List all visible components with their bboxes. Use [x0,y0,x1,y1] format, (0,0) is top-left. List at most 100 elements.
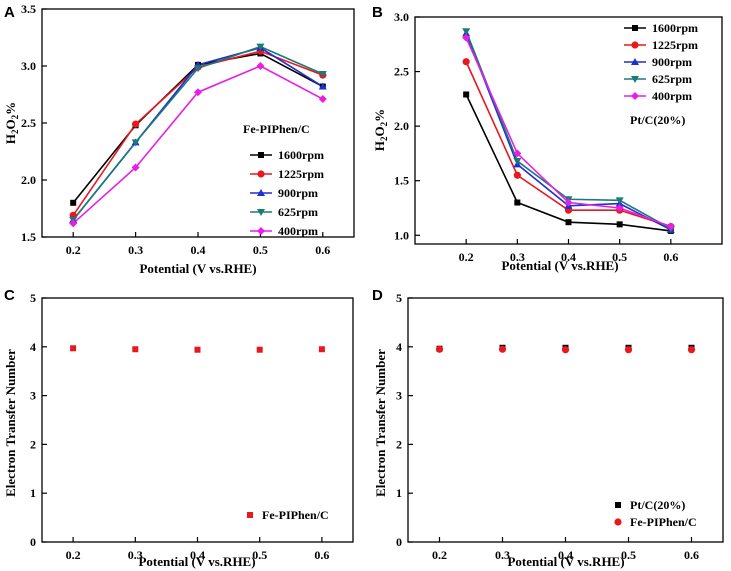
y-axis-title-c: Electron Transfer Number [3,349,18,497]
y-tick-label: 2.0 [394,119,409,133]
legend-label: Fe-PIPhen/C [262,508,329,522]
data-point-fe-piphen-c [624,346,633,354]
y-tick-label: 2 [396,437,402,451]
y-tick-label: 1.5 [394,174,409,188]
data-point-400rpm [194,88,202,97]
legend-item-1225rpm: 1225rpm [624,38,698,52]
data-point-625rpm [256,43,265,51]
legend-d: Pt/C(20%) Fe-PIPhen/C [614,498,697,529]
legend-item-fe-piphen-c: Fe-PIPhen/C [247,508,329,522]
x-axis-title-b: Potential (V vs.RHE) [501,258,618,273]
legend-swatch-marker [615,502,621,508]
legend-swatch-marker [631,92,639,100]
data-point-1600rpm [565,219,572,226]
legend-item-1225rpm: 1225rpm [250,167,324,181]
x-tick-label: 0.5 [612,250,627,264]
y-tick-label: 2.5 [21,116,36,130]
data-point-fe-piphen-c [256,346,263,353]
data-point-fe-piphen-c [194,346,201,353]
legend-c: Fe-PIPhen/C [247,508,329,522]
legend-item-fe-piphen-c: Fe-PIPhen/C [614,515,697,529]
legend-item-400rpm: 400rpm [250,224,318,238]
data-point-1225rpm [513,171,521,179]
panel-letter-c: C [4,287,15,304]
series-markers-b [462,28,675,234]
x-axis-title-c: Potential (V vs.RHE) [138,554,255,569]
x-tick-label: 0.3 [128,548,143,562]
legend-item-900rpm: 900rpm [624,55,692,69]
data-point-fe-piphen-c [70,345,77,352]
legend-label: 900rpm [652,55,692,69]
annotation-a: Fe-PIPhen/C [243,122,310,136]
legend-label: 900rpm [278,186,318,200]
legend-b: 1600rpm 1225rpm 900rpm 625rpm 400rpm [624,21,698,103]
data-point-1225rpm [132,120,140,128]
x-tick-label: 0.3 [495,548,510,562]
data-point-400rpm [69,219,78,228]
axis-ticks-b: 0.2 0.3 0.4 0.5 0.6 1.0 1.5 2.0 2.5 3.0 [394,10,678,264]
legend-label: Fe-PIPhen/C [630,515,697,529]
panel-letter-b: B [372,4,383,21]
annotation-b: Pt/C(20%) [630,113,685,127]
data-point-400rpm [131,163,140,172]
x-tick-label: 0.3 [128,243,143,257]
data-point-625rpm [615,197,624,205]
legend-label: 625rpm [278,205,318,219]
data-point-900rpm [318,82,327,90]
x-tick-label: 0.6 [684,548,699,562]
x-tick-label: 0.2 [459,250,474,264]
panel-d: D 0.2 0.3 0.4 0.5 0.6 0 1 2 3 4 5 Potential (V vs.… [372,287,724,569]
panel-a: A 0.2 0.3 0.4 0.5 0.6 1.5 2.0 2.5 3.0 3.5 Potenti… [3,2,355,276]
data-point-400rpm [666,222,675,231]
data-point-400rpm [318,95,327,104]
x-tick-label: 0.6 [315,243,330,257]
y-tick-label: 4 [30,340,36,354]
x-axis-title-d: Potential (V vs.RHE) [507,554,624,569]
series-markers-d [435,344,696,354]
x-tick-label: 0.2 [432,548,447,562]
y-tick-label: 2 [30,437,36,451]
data-point-fe-piphen-c [498,345,507,353]
y-tick-label: 4 [396,340,402,354]
y-tick-label: 1 [30,486,36,500]
plot-frame-c [41,297,354,543]
data-point-1600rpm [463,91,470,98]
y-tick-label: 2.5 [394,65,409,79]
legend-item-900rpm: 900rpm [250,186,318,200]
data-point-400rpm [513,149,522,158]
data-point-fe-piphen-c [435,345,444,353]
legend-swatch-marker [631,41,639,49]
x-tick-label: 0.2 [66,243,81,257]
legend-swatch-marker [247,512,253,518]
legend-item-400rpm: 400rpm [624,89,692,103]
legend-swatch-marker [257,170,265,178]
x-tick-label: 0.5 [252,548,267,562]
y-tick-label: 1 [396,486,402,500]
y-tick-label: 3.0 [21,59,36,73]
legend-swatch-marker [257,227,265,235]
series-markers-c [70,345,325,353]
data-point-1600rpm [514,199,521,206]
legend-label: 1600rpm [278,148,324,162]
x-tick-label: 0.4 [558,548,573,562]
legend-label: 1225rpm [278,167,324,181]
legend-swatch-marker [257,209,265,216]
x-tick-label: 0.6 [663,250,678,264]
data-point-1600rpm [70,199,77,206]
legend-label: 1600rpm [652,21,698,35]
legend-label: 1225rpm [652,38,698,52]
data-point-400rpm [564,198,573,207]
x-tick-label: 0.6 [314,548,329,562]
legend-swatch-marker [631,58,639,65]
y-axis-title-d: Electron Transfer Number [373,349,388,497]
legend-swatch-marker [632,25,638,31]
x-tick-label: 0.5 [253,243,268,257]
legend-a: 1600rpm 1225rpm 900rpm 625rpm 400rpm [250,148,324,238]
x-tick-label: 0.4 [190,548,205,562]
legend-label: 400rpm [278,224,318,238]
y-tick-label: 1.5 [21,230,36,244]
y-tick-label: 3 [396,389,402,403]
y-axis-title-b: H2O2% [372,109,389,151]
series-markers-a [69,43,327,228]
